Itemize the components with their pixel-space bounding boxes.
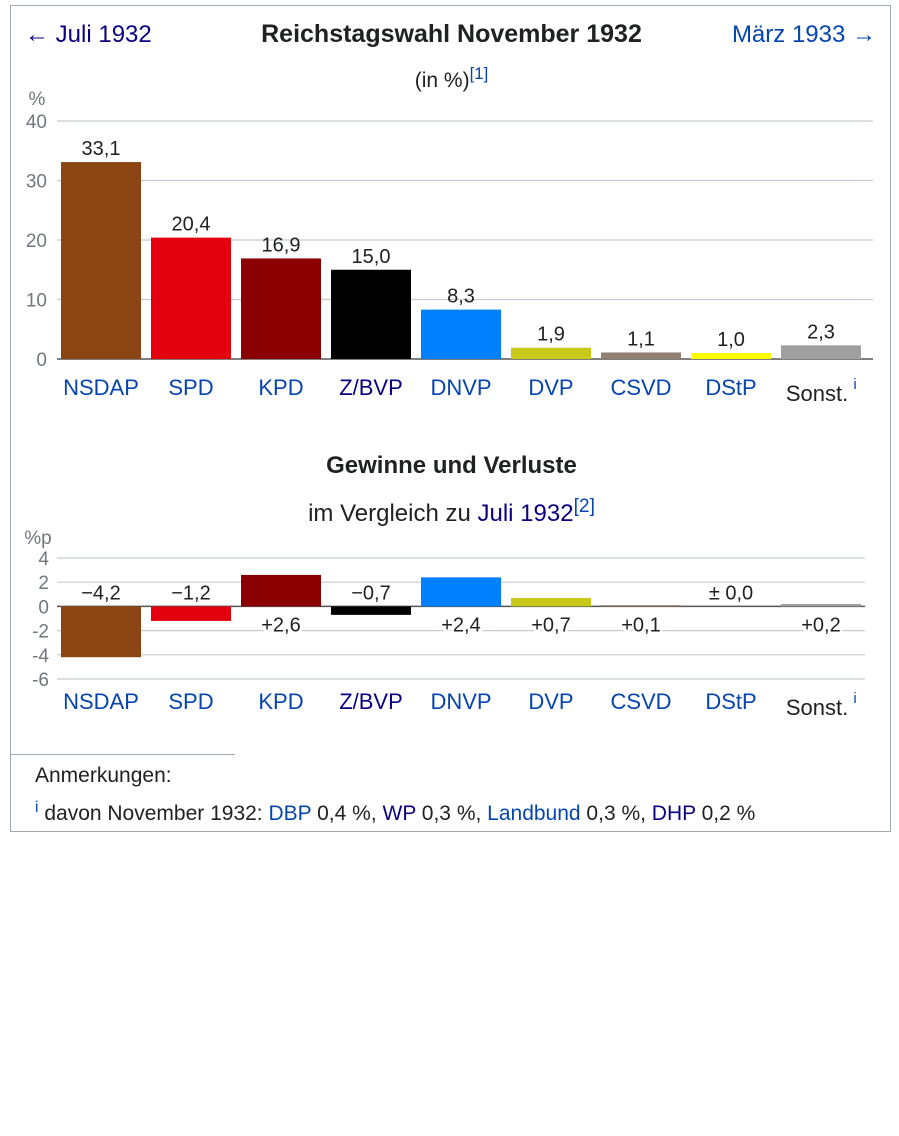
category-label: Sonst.	[786, 695, 848, 720]
y-axis-label: %p	[24, 528, 51, 549]
changes-title: Gewinne und Verluste	[326, 452, 577, 479]
y-tick-label: 10	[26, 291, 47, 312]
bar-zbvp	[331, 269, 411, 359]
category-label[interactable]: CSVD	[610, 375, 671, 400]
notes-prefix: davon November 1932:	[38, 802, 269, 825]
note-value-landbund: 0,3 %,	[580, 802, 652, 825]
y-tick-label: 2	[38, 573, 49, 594]
category-label[interactable]: DNVP	[430, 689, 491, 714]
y-axis-label: %	[29, 89, 46, 110]
category-label[interactable]: Z/BVP	[339, 689, 403, 714]
category-label[interactable]: DStP	[705, 375, 756, 400]
value-label: 8,3	[447, 286, 475, 308]
results-bar-chart: % 0 10 20 30 40 33,1 NSDAP 20,4 SPD 16,9 KPD 15,0 Z/B…	[26, 89, 873, 406]
ref-link-1[interactable]: [1]	[469, 64, 489, 83]
july-1932-link[interactable]: Juli 1932	[477, 500, 574, 527]
bar-nsdap	[61, 162, 141, 359]
y-tick-label: 0	[36, 350, 47, 371]
category-label[interactable]: Z/BVP	[339, 375, 403, 400]
notes-body: i davon November 1932: DBP 0,4 %, WP 0,3…	[35, 799, 755, 826]
notes-heading: Anmerkungen:	[35, 764, 172, 787]
note-value-wp: 0,3 %,	[415, 802, 488, 825]
value-label: ± 0,0	[709, 582, 753, 604]
category-label[interactable]: DVP	[528, 689, 573, 714]
changes-subtitle: im Vergleich zu Juli 1932[2]	[11, 496, 892, 528]
note-party-link-landbund[interactable]: Landbund	[487, 802, 581, 825]
bar-spd	[151, 606, 231, 621]
bar-dnvp	[421, 577, 501, 607]
value-label: 1,9	[537, 324, 565, 346]
bar-zbvp	[331, 606, 411, 615]
category-label[interactable]: DStP	[705, 689, 756, 714]
value-label: −0,7	[351, 582, 390, 604]
y-tick-label: 4	[38, 549, 49, 570]
note-party-link-dbp[interactable]: DBP	[268, 802, 312, 825]
value-label: +0,7	[531, 614, 570, 636]
value-label: −1,2	[171, 582, 210, 604]
category-label[interactable]: KPD	[258, 689, 303, 714]
changes-bar-chart: %p4 2 0 -2 -4 -6 −4,2 NSDAP −1,2 SPD +2,6 KPD −0,7 Z/…	[24, 528, 865, 720]
bar-sonst	[781, 345, 861, 359]
ref-link-2[interactable]: [2]	[573, 496, 595, 517]
value-label: 16,9	[262, 234, 301, 256]
y-tick-label: -2	[32, 622, 49, 643]
y-tick-label: -4	[32, 646, 49, 667]
category-label[interactable]: DNVP	[430, 375, 491, 400]
next-election-link[interactable]: März 1933 →	[731, 21, 876, 48]
value-label: +2,4	[441, 614, 480, 636]
y-tick-label: 20	[26, 231, 47, 252]
y-tick-label: 30	[26, 172, 47, 193]
value-label: 33,1	[82, 138, 121, 160]
y-tick-label: -6	[32, 670, 49, 691]
category-label[interactable]: SPD	[168, 375, 213, 400]
changes-subtitle-prefix: im Vergleich zu	[308, 500, 478, 527]
value-label: +0,2	[801, 614, 840, 636]
value-label: 1,0	[717, 329, 745, 351]
value-label: 20,4	[172, 214, 211, 236]
note-value-dhp: 0,2 %	[695, 802, 756, 825]
prev-election-link[interactable]: ← Juli 1932	[25, 21, 152, 48]
note-value-dbp: 0,4 %,	[311, 802, 383, 825]
value-label: 1,1	[627, 328, 655, 350]
bar-dvp	[511, 597, 591, 607]
value-label: −4,2	[81, 582, 120, 604]
election-infobox: ← Juli 1932 März 1933 → Reichstagswahl N…	[10, 5, 891, 832]
y-tick-label: 0	[38, 597, 49, 618]
category-label[interactable]: KPD	[258, 375, 303, 400]
note-party-link-wp[interactable]: WP	[382, 802, 416, 825]
bar-csvd	[601, 352, 681, 359]
bar-csvd	[601, 605, 681, 607]
category-label: Sonst.	[786, 381, 848, 406]
note-marker: i	[35, 799, 39, 816]
value-label: 15,0	[352, 246, 391, 268]
category-note-marker: i	[853, 690, 856, 707]
chart-subtitle: (in %)[1]	[11, 64, 892, 93]
value-label: +0,1	[621, 614, 660, 636]
chart-title: Reichstagswahl November 1932	[261, 20, 642, 48]
bar-kpd	[241, 574, 321, 607]
y-tick-label: 40	[26, 112, 47, 133]
category-note-marker: i	[853, 376, 856, 393]
category-label[interactable]: SPD	[168, 689, 213, 714]
note-party-link-dhp[interactable]: DHP	[651, 802, 696, 825]
bar-dnvp	[421, 309, 501, 359]
category-label[interactable]: CSVD	[610, 689, 671, 714]
value-label: 2,3	[807, 321, 835, 343]
category-label[interactable]: NSDAP	[63, 689, 139, 714]
category-label[interactable]: NSDAP	[63, 375, 139, 400]
notes-divider	[11, 754, 235, 755]
bar-kpd	[241, 258, 321, 359]
bar-nsdap	[61, 606, 141, 658]
category-label[interactable]: DVP	[528, 375, 573, 400]
bar-dvp	[511, 347, 591, 359]
value-label: +2,6	[261, 614, 300, 636]
subtitle-text: (in %)	[414, 69, 470, 92]
bar-dstp	[691, 353, 771, 359]
bar-sonst	[781, 603, 861, 607]
bar-spd	[151, 237, 231, 359]
